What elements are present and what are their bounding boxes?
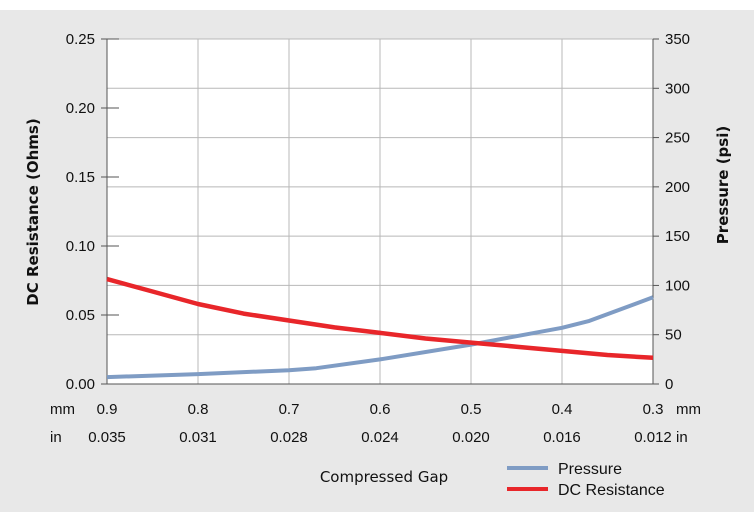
- legend-label-pressure: Pressure: [558, 461, 622, 478]
- x-tick-label-mm: 0.5: [461, 401, 482, 418]
- y-left-tick-label: 0.05: [66, 307, 95, 324]
- series-line-dc-resistance: [106, 276, 654, 361]
- y-left-tick-label: 0.10: [66, 238, 95, 255]
- x-tick-label-mm: 0.9: [97, 401, 118, 418]
- y-left-tick-label: 0.20: [66, 100, 95, 117]
- x-tick-label-in: 0.031: [179, 429, 217, 446]
- top-band: [0, 0, 754, 10]
- x-axis-label: Compressed Gap: [320, 468, 448, 486]
- series-line-pressure: [106, 295, 654, 380]
- x-tick-label-in: 0.012: [634, 429, 672, 446]
- x-tick-label-mm: 0.4: [552, 401, 573, 418]
- y-left-tick-label: 0.25: [66, 31, 95, 48]
- legend: Pressure DC Resistance: [507, 461, 665, 499]
- x-unit-in-left: in: [50, 429, 62, 446]
- series-lines: [106, 276, 654, 380]
- y-axis-left-label: DC Resistance (Ohms): [24, 118, 42, 305]
- y-right-tick-label: 100: [665, 277, 690, 294]
- y-right-tick-label: 200: [665, 179, 690, 196]
- x-tick-label-mm: 0.6: [370, 401, 391, 418]
- tick-labels: 0.9 0.035 0.8 0.031 0.7 0.028 0.6 0.024 0.5 0.020…: [66, 31, 690, 446]
- y-right-tick-label: 0: [665, 376, 673, 393]
- y-right-tick-label: 300: [665, 80, 690, 97]
- x-tick-label-in: 0.024: [361, 429, 399, 446]
- x-tick-label-in: 0.035: [88, 429, 126, 446]
- y-right-tick-label: 250: [665, 130, 690, 147]
- x-unit-in-right: in: [676, 429, 688, 446]
- x-tick-label-mm: 0.7: [279, 401, 300, 418]
- x-unit-mm-left: mm: [50, 401, 75, 418]
- x-tick-label-in: 0.016: [543, 429, 581, 446]
- y-right-tick-label: 50: [665, 327, 682, 344]
- x-tick-label-mm: 0.3: [643, 401, 664, 418]
- y-axis-right-label: Pressure (psi): [714, 126, 732, 244]
- legend-label-dc-resistance: DC Resistance: [558, 482, 665, 499]
- y-left-tick-label: 0.00: [66, 376, 95, 393]
- x-tick-label-in: 0.028: [270, 429, 308, 446]
- y-left-tick-label: 0.15: [66, 169, 95, 186]
- y-right-tick-label: 150: [665, 228, 690, 245]
- x-tick-label-mm: 0.8: [188, 401, 209, 418]
- y-right-tick-label: 350: [665, 31, 690, 48]
- x-unit-mm-right: mm: [676, 401, 701, 418]
- x-tick-label-in: 0.020: [452, 429, 490, 446]
- axes: [101, 38, 659, 385]
